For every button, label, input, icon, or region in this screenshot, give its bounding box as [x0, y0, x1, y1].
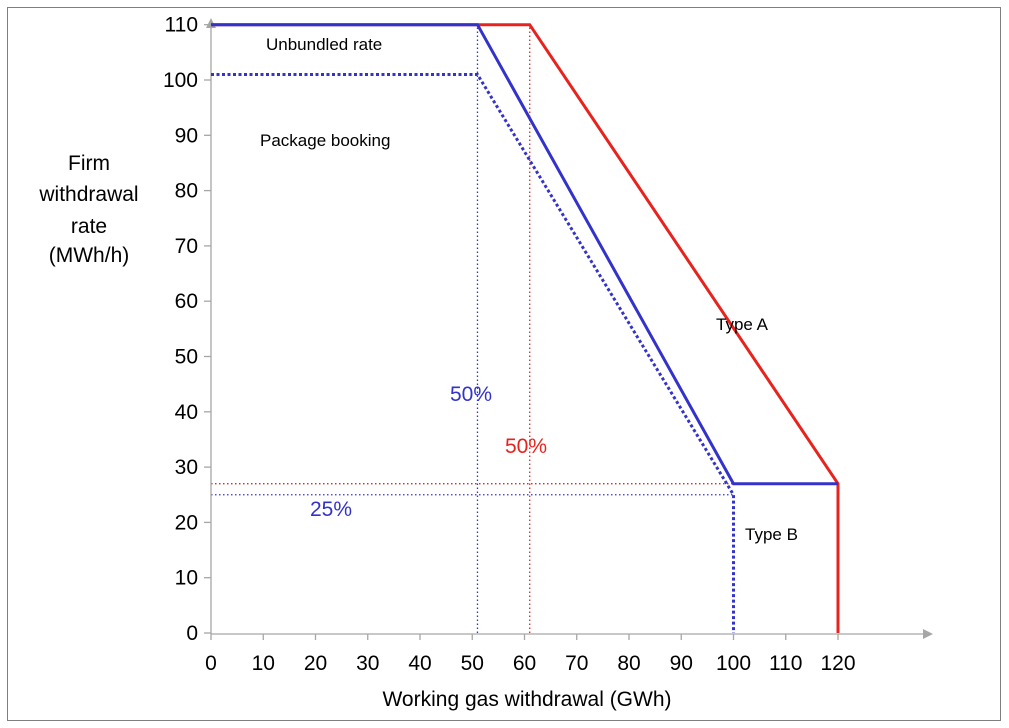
x-tick-label-100: 100 — [716, 652, 751, 675]
y-tick-label-90: 90 — [175, 124, 198, 147]
annotation-package-booking: Package booking — [260, 131, 390, 150]
y-tick-label-20: 20 — [175, 511, 198, 534]
y-axis-title-line-1: Firm — [68, 152, 110, 175]
x-tick-label-50: 50 — [461, 652, 484, 675]
tick-labels: 0 10 20 30 40 50 60 70 80 90 100 110 120 0 10 20 30 40 50 6… — [163, 14, 856, 675]
x-tick-label-20: 20 — [304, 652, 327, 675]
y-tick-label-0: 0 — [186, 622, 198, 645]
x-tick-label-10: 10 — [252, 652, 275, 675]
annotation-25pct-blue: 25% — [310, 498, 352, 521]
y-tick-label-40: 40 — [175, 401, 198, 424]
y-tick-label-100: 100 — [163, 69, 198, 92]
y-axis-title-line-4: (MWh/h) — [49, 244, 130, 267]
chart-frame — [7, 7, 1001, 721]
y-tick-label-50: 50 — [175, 346, 198, 369]
annotation-type-a: Type A — [716, 315, 769, 334]
y-tick-label-110: 110 — [165, 14, 198, 37]
x-tick-label-90: 90 — [670, 652, 693, 675]
y-axis-title-line-2: withdrawal — [38, 183, 138, 206]
annotation-unbundled-rate: Unbundled rate — [266, 35, 382, 54]
x-axis-title: Working gas withdrawal (GWh) — [382, 688, 671, 711]
series-line-package-booking — [211, 73, 735, 633]
x-tick-label-40: 40 — [408, 652, 431, 675]
y-tick-label-70: 70 — [175, 235, 198, 258]
reference-lines — [211, 24, 734, 633]
x-tick-label-60: 60 — [513, 652, 536, 675]
x-tick-label-110: 110 — [769, 652, 802, 675]
y-axis-arrow — [206, 18, 216, 28]
series-line-type-b — [211, 23, 838, 486]
x-tick-label-70: 70 — [565, 652, 588, 675]
annotation-25pct-bg — [303, 496, 367, 520]
x-tick-label-120: 120 — [820, 652, 855, 675]
x-tick-label-80: 80 — [617, 652, 640, 675]
y-tick-label-30: 30 — [175, 456, 198, 479]
x-tick-label-30: 30 — [356, 652, 379, 675]
axes — [204, 18, 933, 640]
x-tick-label-0: 0 — [205, 652, 217, 675]
y-tick-label-10: 10 — [175, 567, 198, 590]
y-tick-label-80: 80 — [175, 180, 198, 203]
series-lines — [211, 23, 840, 633]
annotation-type-b: Type B — [745, 525, 798, 544]
y-axis-title-line-3: rate — [71, 215, 107, 238]
annotation-50pct-blue: 50% — [450, 383, 492, 406]
y-tick-label-60: 60 — [175, 290, 198, 313]
annotation-50pct-red: 50% — [505, 435, 547, 458]
x-axis-arrow — [923, 629, 933, 639]
